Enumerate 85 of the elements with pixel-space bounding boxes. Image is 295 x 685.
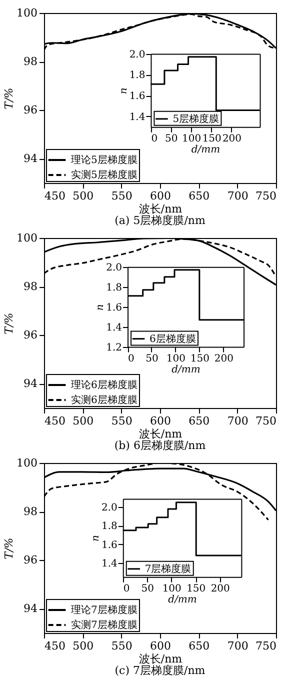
x-axis-title: d/mm [172,364,200,376]
x-tick-label: 100 [162,583,182,594]
y-tick-label: 1.6 [129,91,146,102]
x-tick-label: 450 [44,414,66,428]
x-tick-label: 0 [151,133,158,144]
x-tick-label: 500 [72,414,94,428]
x-tick-label: 100 [166,353,186,364]
x-tick-label: 600 [150,414,171,428]
y-tick-label: 1.6 [101,540,118,551]
x-tick-label: 450 [44,640,66,652]
y-axis-title: n [118,88,130,94]
x-tick-label: 650 [188,640,210,652]
y-tick-label: 1.4 [106,322,122,334]
legend-label: 理论7层梯度膜 [71,604,138,616]
y-axis-title: T/% [2,538,16,560]
x-tick-label: 750 [256,414,276,428]
x-tick-label: 600 [150,190,171,202]
x-tick-label: 50 [165,133,178,144]
x-tick-label: 50 [141,583,154,594]
legend-label: 5层梯度膜 [172,112,220,125]
y-tick-label: 1.4 [101,558,118,570]
y-tick-label: 100 [16,6,38,20]
x-tick-label: 650 [188,190,210,202]
text: (c) 7层梯度膜/nm [114,664,206,677]
legend-label: 实测5层梯度膜 [71,169,138,181]
y-tick-label: 98 [24,505,38,518]
y-axis-title: T/% [2,312,16,334]
y-tick-label: 94 [24,152,38,166]
x-axis-title: 波长/nm [138,652,183,666]
y-tick-label: 2.0 [106,262,122,274]
x-axis-title: d/mm [191,144,220,156]
legend-label: 7层梯度膜 [144,562,192,575]
x-tick-label: 600 [150,640,171,652]
y-tick-label: 98 [24,280,38,294]
y-tick-label: 1.4 [129,112,146,123]
y-tick-label: 98 [24,55,38,68]
x-axis-title: 波长/nm [138,202,183,216]
y-axis-title: n [95,304,106,311]
y-tick-label: 96 [24,104,38,117]
x-tick-label: 150 [186,583,206,594]
legend-label: 实测7层梯度膜 [71,619,138,631]
x-tick-label: 750 [256,640,276,652]
x-tick-label: 200 [222,133,242,144]
x-tick-label: 150 [190,353,210,364]
y-tick-label: 1.8 [129,70,146,82]
y-tick-label: 1.8 [106,282,122,294]
text: (a) 5层梯度膜/nm [114,214,206,227]
y-tick-label: 100 [16,232,38,244]
x-tick-label: 450 [44,190,66,202]
y-tick-label: 1.8 [101,521,118,532]
x-tick-label: 700 [227,414,248,428]
x-tick-label: 100 [182,133,202,144]
y-tick-label: 2.0 [129,49,146,60]
x-tick-label: 0 [123,583,130,594]
x-tick-label: 150 [202,133,222,144]
y-tick-label: 94 [24,377,38,390]
legend-label: 6层梯度膜 [150,332,196,345]
x-tick-label: 650 [188,414,210,428]
x-tick-label: 550 [111,414,132,428]
x-tick-label: 0 [128,353,134,364]
y-tick-label: 100 [16,456,38,470]
x-tick-label: 700 [227,640,248,652]
legend-label: 理论5层梯度膜 [71,154,138,166]
y-axis-title: T/% [2,88,16,110]
x-tick-label: 200 [210,583,230,594]
text: (b) 6层梯度膜/nm [114,439,206,452]
x-tick-label: 500 [72,190,94,202]
x-tick-label: 750 [256,190,276,202]
y-tick-label: 2.0 [101,502,118,514]
x-tick-label: 550 [111,190,132,202]
y-tick-label: 1.2 [106,342,122,354]
x-tick-label: 200 [214,353,234,364]
x-axis-title: d/mm [168,594,197,606]
y-axis-title: n [90,535,102,542]
x-tick-label: 50 [146,353,158,364]
x-tick-label: 500 [72,640,94,652]
x-tick-label: 700 [227,190,248,202]
y-tick-label: 94 [24,602,38,616]
x-axis-title: 波长/nm [138,428,183,440]
y-tick-label: 96 [24,554,38,567]
y-tick-label: 1.6 [106,302,122,314]
legend-label: 理论6层梯度膜 [71,379,138,391]
x-tick-label: 550 [111,640,132,652]
legend-label: 实测6层梯度膜 [71,394,138,406]
y-tick-label: 96 [24,328,38,342]
